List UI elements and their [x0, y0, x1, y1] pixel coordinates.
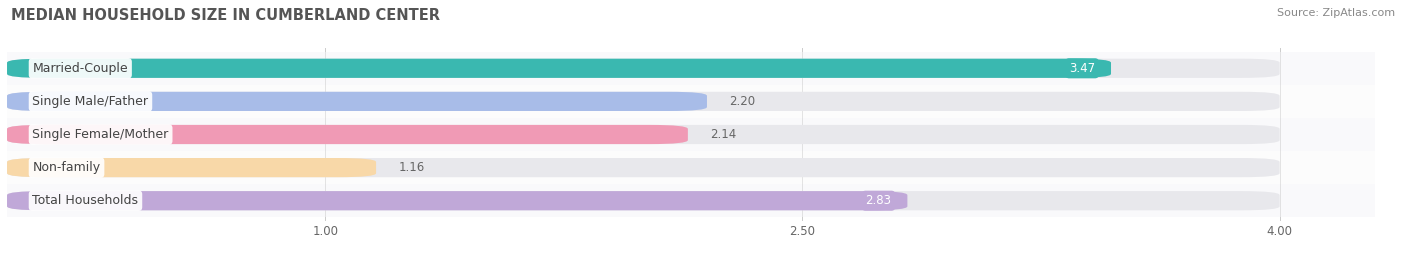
Text: Source: ZipAtlas.com: Source: ZipAtlas.com — [1277, 8, 1395, 18]
Text: 3.47: 3.47 — [1069, 62, 1095, 75]
FancyBboxPatch shape — [7, 191, 907, 210]
Text: Single Female/Mother: Single Female/Mother — [32, 128, 169, 141]
FancyBboxPatch shape — [7, 158, 1279, 177]
FancyBboxPatch shape — [7, 191, 1279, 210]
Text: 2.14: 2.14 — [710, 128, 737, 141]
FancyBboxPatch shape — [7, 125, 688, 144]
Text: 2.83: 2.83 — [866, 194, 891, 207]
Bar — [7, 85, 1375, 118]
Bar — [7, 184, 1375, 217]
Text: 2.20: 2.20 — [730, 95, 755, 108]
Text: Total Households: Total Households — [32, 194, 138, 207]
Text: Non-family: Non-family — [32, 161, 101, 174]
FancyBboxPatch shape — [7, 92, 1279, 111]
Text: Single Male/Father: Single Male/Father — [32, 95, 149, 108]
FancyBboxPatch shape — [7, 158, 375, 177]
Bar — [7, 52, 1375, 85]
Bar — [7, 151, 1375, 184]
Text: 1.16: 1.16 — [398, 161, 425, 174]
Text: Married-Couple: Married-Couple — [32, 62, 128, 75]
FancyBboxPatch shape — [7, 92, 707, 111]
FancyBboxPatch shape — [7, 125, 1279, 144]
Bar — [7, 118, 1375, 151]
FancyBboxPatch shape — [7, 59, 1111, 78]
Text: MEDIAN HOUSEHOLD SIZE IN CUMBERLAND CENTER: MEDIAN HOUSEHOLD SIZE IN CUMBERLAND CENT… — [11, 8, 440, 23]
FancyBboxPatch shape — [7, 59, 1279, 78]
